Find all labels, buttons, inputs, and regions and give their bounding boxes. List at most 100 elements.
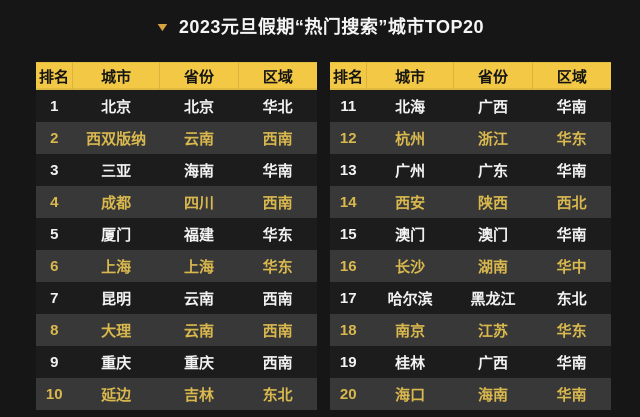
rank-cell: 8 — [36, 314, 73, 346]
header-region: 区域 — [237, 62, 317, 90]
rank-table-left: 排名 城市 省份 区域 1 北京 北京 华北 2 西双版纳 云南 西南 3 三亚 海南 华南 4 成都 四川… — [36, 62, 317, 410]
city-cell: 杭州 — [366, 122, 454, 154]
region-cell: 华南 — [532, 90, 611, 122]
region-cell: 华东 — [532, 314, 611, 346]
rank-cell: 3 — [36, 154, 73, 186]
city-cell: 北京 — [72, 90, 160, 122]
province-cell: 云南 — [159, 282, 239, 314]
province-cell: 黑龙江 — [453, 282, 533, 314]
city-cell: 大理 — [72, 314, 160, 346]
province-cell: 湖南 — [453, 250, 533, 282]
city-cell: 昆明 — [72, 282, 160, 314]
header-city: 城市 — [366, 62, 454, 90]
rank-cell: 7 — [36, 282, 73, 314]
table-row: 3 三亚 海南 华南 — [36, 154, 317, 186]
province-cell: 云南 — [159, 122, 239, 154]
region-cell: 西南 — [238, 122, 317, 154]
province-cell: 重庆 — [159, 346, 239, 378]
province-cell: 广西 — [453, 90, 533, 122]
city-cell: 西安 — [366, 186, 454, 218]
rank-cell: 14 — [330, 186, 367, 218]
region-cell: 华东 — [532, 122, 611, 154]
rank-cell: 16 — [330, 250, 367, 282]
header-city: 城市 — [72, 62, 160, 90]
rank-cell: 15 — [330, 218, 367, 250]
region-cell: 华南 — [532, 154, 611, 186]
rank-cell: 17 — [330, 282, 367, 314]
table-row: 8 大理 云南 西南 — [36, 314, 317, 346]
region-cell: 西南 — [238, 314, 317, 346]
rank-cell: 4 — [36, 186, 73, 218]
province-cell: 江苏 — [453, 314, 533, 346]
header-rank: 排名 — [330, 62, 367, 90]
province-cell: 北京 — [159, 90, 239, 122]
rank-cell: 12 — [330, 122, 367, 154]
page-title: 2023元旦假期“热门搜索”城市TOP20 — [178, 17, 485, 37]
province-cell: 吉林 — [159, 378, 239, 410]
region-cell: 东北 — [238, 378, 317, 410]
region-cell: 华南 — [532, 218, 611, 250]
rank-cell: 19 — [330, 346, 367, 378]
triangle-bullet-icon: ▼ — [154, 18, 171, 34]
city-cell: 成都 — [72, 186, 160, 218]
region-cell: 西南 — [238, 186, 317, 218]
province-cell: 云南 — [159, 314, 239, 346]
city-cell: 哈尔滨 — [366, 282, 454, 314]
city-cell: 厦门 — [72, 218, 160, 250]
city-cell: 延边 — [72, 378, 160, 410]
region-cell: 华北 — [238, 90, 317, 122]
rank-cell: 10 — [36, 378, 73, 410]
province-cell: 四川 — [159, 186, 239, 218]
city-cell: 西双版纳 — [72, 122, 160, 154]
table-row: 20 海口 海南 华南 — [330, 378, 611, 410]
province-cell: 上海 — [159, 250, 239, 282]
table-row: 17 哈尔滨 黑龙江 东北 — [330, 282, 611, 314]
table-row: 7 昆明 云南 西南 — [36, 282, 317, 314]
rank-cell: 5 — [36, 218, 73, 250]
region-cell: 华南 — [532, 378, 611, 410]
region-cell: 华中 — [532, 250, 611, 282]
region-cell: 华南 — [238, 154, 317, 186]
region-cell: 西南 — [238, 282, 317, 314]
table-row: 16 长沙 湖南 华中 — [330, 250, 611, 282]
city-cell: 南京 — [366, 314, 454, 346]
region-cell: 华南 — [532, 346, 611, 378]
tables-container: 排名 城市 省份 区域 1 北京 北京 华北 2 西双版纳 云南 西南 3 三亚 海南 华南 4 成都 四川… — [36, 62, 614, 410]
rank-table-right: 排名 城市 省份 区域 11 北海 广西 华南 12 杭州 浙江 华东 13 广州 广东 华南 14 西安… — [330, 62, 611, 410]
rank-cell: 6 — [36, 250, 73, 282]
table-row: 6 上海 上海 华东 — [36, 250, 317, 282]
table-header-row: 排名 城市 省份 区域 — [36, 62, 317, 90]
region-cell: 华东 — [238, 250, 317, 282]
rank-cell: 18 — [330, 314, 367, 346]
province-cell: 海南 — [453, 378, 533, 410]
header-province: 省份 — [159, 62, 239, 90]
table-row: 2 西双版纳 云南 西南 — [36, 122, 317, 154]
table-row: 13 广州 广东 华南 — [330, 154, 611, 186]
rank-cell: 1 — [36, 90, 73, 122]
table-row: 14 西安 陕西 西北 — [330, 186, 611, 218]
region-cell: 东北 — [532, 282, 611, 314]
city-cell: 澳门 — [366, 218, 454, 250]
region-cell: 西南 — [238, 346, 317, 378]
province-cell: 澳门 — [453, 218, 533, 250]
city-cell: 桂林 — [366, 346, 454, 378]
region-cell: 华东 — [238, 218, 317, 250]
table-row: 19 桂林 广西 华南 — [330, 346, 611, 378]
table-row: 12 杭州 浙江 华东 — [330, 122, 611, 154]
header-region: 区域 — [531, 62, 611, 90]
header-rank: 排名 — [36, 62, 73, 90]
city-cell: 广州 — [366, 154, 454, 186]
city-cell: 三亚 — [72, 154, 160, 186]
city-cell: 重庆 — [72, 346, 160, 378]
rank-cell: 20 — [330, 378, 367, 410]
table-row: 10 延边 吉林 东北 — [36, 378, 317, 410]
infographic-page: { "title": { "marker_icon": "▼", "text":… — [0, 12, 640, 417]
rank-cell: 11 — [330, 90, 367, 122]
city-cell: 海口 — [366, 378, 454, 410]
city-cell: 上海 — [72, 250, 160, 282]
rank-cell: 2 — [36, 122, 73, 154]
province-cell: 广西 — [453, 346, 533, 378]
table-row: 15 澳门 澳门 华南 — [330, 218, 611, 250]
title-bar: ▼ 2023元旦假期“热门搜索”城市TOP20 — [0, 12, 640, 40]
rank-cell: 9 — [36, 346, 73, 378]
